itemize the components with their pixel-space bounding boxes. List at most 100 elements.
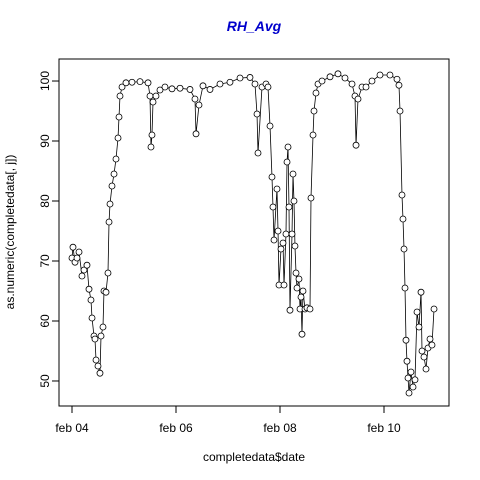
data-point (274, 227, 282, 235)
data-point (226, 78, 234, 86)
data-point (298, 330, 306, 338)
data-point (199, 82, 207, 90)
data-point (83, 261, 91, 269)
data-point (376, 71, 384, 79)
data-point (409, 383, 417, 391)
y-tick-label: 100 (38, 71, 52, 91)
data-point (289, 170, 297, 178)
data-point (299, 287, 307, 295)
data-point (91, 335, 99, 343)
data-point (106, 200, 114, 208)
data-point (152, 92, 160, 100)
data-point (430, 305, 438, 313)
data-point (112, 155, 120, 163)
data-point (334, 70, 342, 78)
data-point (407, 368, 415, 376)
y-tick-label: 60 (38, 314, 52, 328)
data-point (236, 74, 244, 82)
series-line (71, 73, 435, 394)
data-point (417, 288, 425, 296)
data-point (266, 122, 274, 130)
data-point (168, 85, 176, 93)
data-point (85, 285, 93, 293)
data-point (418, 347, 426, 355)
data-point (156, 86, 164, 94)
data-point (73, 254, 81, 262)
data-point (403, 357, 411, 365)
data-point (354, 95, 362, 103)
data-point (404, 374, 412, 382)
data-point (291, 242, 299, 250)
data-point (195, 101, 203, 109)
data-point (186, 86, 194, 93)
data-point (144, 79, 152, 87)
data-point (192, 130, 200, 138)
data-point (161, 83, 169, 91)
y-tick-label: 90 (38, 134, 52, 148)
data-point (264, 83, 272, 91)
x-tick-label: feb 04 (55, 421, 89, 435)
data-point (386, 71, 394, 79)
data-point (286, 306, 294, 314)
data-point (362, 83, 370, 91)
data-point (148, 131, 156, 139)
data-point (115, 113, 123, 121)
data-point (297, 293, 305, 301)
data-point (270, 236, 278, 244)
data-point (307, 194, 315, 202)
data-point (310, 107, 318, 115)
data-point (422, 365, 430, 373)
data-point (401, 284, 409, 292)
data-point (94, 362, 102, 370)
data-point (253, 110, 261, 118)
data-point (246, 74, 254, 81)
data-point (399, 215, 407, 223)
data-point (80, 266, 88, 274)
data-point (108, 182, 116, 190)
data-point (396, 107, 404, 115)
data-point (149, 98, 157, 106)
data-point (273, 185, 281, 193)
data-point (312, 89, 320, 97)
x-tick-label: feb 06 (159, 421, 193, 435)
plot-frame (58, 58, 450, 407)
x-tick-label: feb 10 (367, 421, 401, 435)
data-point (398, 191, 406, 199)
data-point (413, 308, 421, 316)
data-point (352, 141, 360, 149)
data-point (280, 281, 288, 289)
data-point (146, 92, 154, 100)
data-point (176, 84, 184, 92)
data-point (92, 356, 100, 364)
data-point (104, 269, 112, 277)
data-point (285, 203, 293, 211)
data-point (96, 369, 104, 377)
data-point (78, 272, 86, 280)
data-point (116, 92, 124, 100)
data-point (309, 131, 317, 139)
data-point (402, 336, 410, 344)
data-point (136, 78, 144, 86)
data-point (99, 323, 107, 331)
data-point (118, 83, 126, 91)
data-point (293, 284, 301, 292)
data-point (405, 389, 413, 397)
data-point (268, 173, 276, 181)
data-point (69, 243, 77, 251)
data-point (282, 230, 290, 238)
data-point (122, 79, 130, 87)
data-point (97, 332, 105, 340)
data-point (279, 239, 287, 247)
data-point (368, 77, 376, 85)
data-point (426, 335, 434, 343)
data-point (341, 74, 349, 82)
data-point (288, 230, 296, 238)
data-point (87, 296, 95, 304)
data-point (306, 305, 314, 313)
data-point (428, 341, 436, 349)
y-tick-label: 70 (38, 254, 52, 268)
y-tick-label: 50 (38, 374, 52, 388)
y-axis-label: as.numeric(completedata[, j]) (3, 155, 17, 310)
y-tick-label: 80 (38, 194, 52, 208)
x-tick-label: feb 08 (263, 421, 297, 435)
